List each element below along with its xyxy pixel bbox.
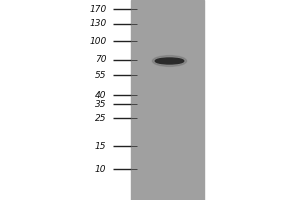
Text: 15: 15 bbox=[95, 142, 106, 151]
Text: 25: 25 bbox=[95, 114, 106, 123]
Ellipse shape bbox=[152, 56, 187, 66]
Text: 40: 40 bbox=[95, 90, 106, 99]
Text: 70: 70 bbox=[95, 55, 106, 64]
Text: 10: 10 bbox=[95, 164, 106, 173]
Ellipse shape bbox=[155, 58, 184, 64]
Text: 35: 35 bbox=[95, 100, 106, 109]
Text: 130: 130 bbox=[89, 20, 106, 28]
Text: 170: 170 bbox=[89, 4, 106, 14]
Text: 100: 100 bbox=[89, 36, 106, 46]
Bar bbox=[130, 0, 204, 200]
Text: 55: 55 bbox=[95, 71, 106, 79]
